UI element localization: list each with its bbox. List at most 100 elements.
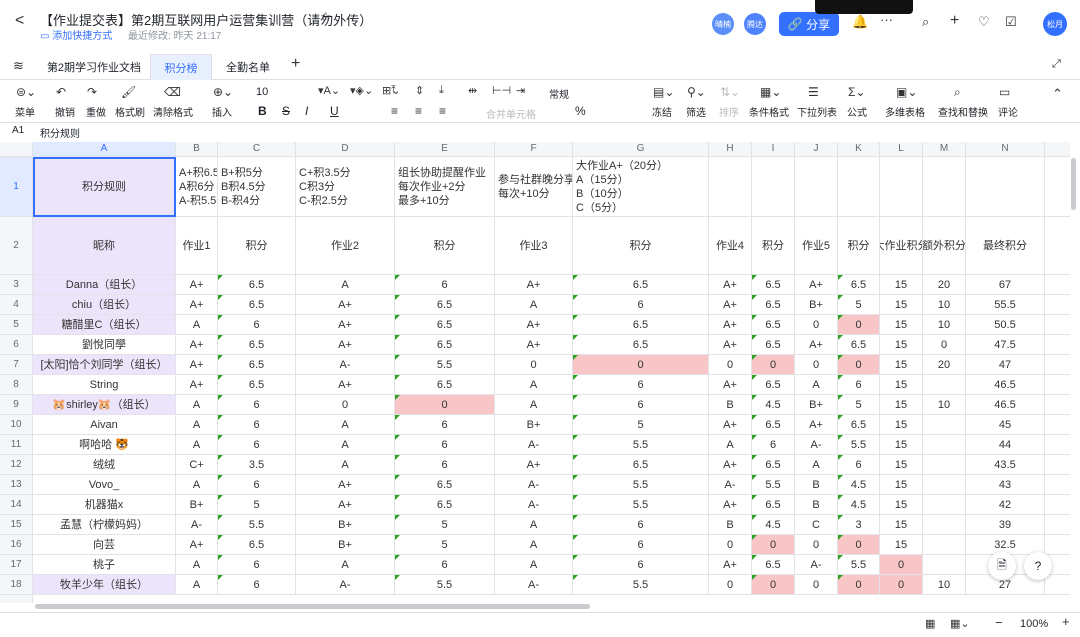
toolbar-icon[interactable]: ▾A⌄: [318, 85, 341, 97]
cell[interactable]: [1045, 435, 1070, 455]
cell[interactable]: 46.5: [966, 375, 1045, 395]
cell[interactable]: A: [176, 435, 218, 455]
cell[interactable]: A+: [495, 455, 573, 475]
cell[interactable]: 向芸: [33, 535, 176, 555]
cell[interactable]: A-: [495, 475, 573, 495]
toolbar-label[interactable]: 格式刷: [115, 108, 145, 119]
cell[interactable]: 作业3: [495, 217, 573, 275]
cell[interactable]: 5: [838, 295, 880, 315]
share-button[interactable]: 🔗 分享: [779, 12, 839, 36]
cell[interactable]: 参与社群晚分享 每次+10分: [495, 157, 573, 217]
cell[interactable]: 0: [752, 355, 795, 375]
format-button[interactable]: S: [282, 104, 291, 118]
cell[interactable]: 作业4: [709, 217, 752, 275]
cell[interactable]: [923, 535, 966, 555]
cell[interactable]: 大作业积分: [880, 217, 923, 275]
cell[interactable]: 6: [395, 435, 495, 455]
cell[interactable]: 47.5: [966, 335, 1045, 355]
cell[interactable]: [923, 375, 966, 395]
cell[interactable]: 劉悅同學: [33, 335, 176, 355]
toolbar-icon[interactable]: ⌫: [164, 85, 181, 99]
format-button[interactable]: U: [330, 104, 339, 118]
cell[interactable]: 大作业A+（20分） A（15分） B（10分） C（5分）: [573, 157, 709, 217]
cell[interactable]: A+: [709, 275, 752, 295]
cell[interactable]: 6.5: [752, 275, 795, 295]
cell[interactable]: 🐹shirley🐹（组长）: [33, 395, 176, 415]
toolbar-icon[interactable]: ▭: [999, 85, 1011, 99]
cell[interactable]: 5.5: [573, 575, 709, 595]
cell[interactable]: 6: [218, 315, 296, 335]
cell[interactable]: A+: [176, 355, 218, 375]
cell[interactable]: 6: [218, 555, 296, 575]
cell[interactable]: 67: [966, 275, 1045, 295]
cell[interactable]: 6.5: [752, 495, 795, 515]
cell[interactable]: 0: [495, 355, 573, 375]
back-button[interactable]: <: [15, 12, 25, 29]
cell[interactable]: 5.5: [573, 475, 709, 495]
cell[interactable]: 绒绒: [33, 455, 176, 475]
zoom-out[interactable]: −: [995, 615, 1003, 630]
cell[interactable]: [795, 157, 838, 217]
avatar[interactable]: 晴楠: [712, 13, 734, 35]
cell[interactable]: 5: [218, 495, 296, 515]
cell[interactable]: A: [495, 295, 573, 315]
cell[interactable]: A+: [495, 315, 573, 335]
cell[interactable]: 4.5: [752, 515, 795, 535]
cell[interactable]: 积分: [838, 217, 880, 275]
cell[interactable]: [1045, 275, 1070, 295]
cell[interactable]: 15: [880, 415, 923, 435]
cell[interactable]: 组长协助提醒作业 每次作业+2分 最多+10分: [395, 157, 495, 217]
cell[interactable]: 6.5: [395, 295, 495, 315]
help-button[interactable]: ?: [1024, 552, 1052, 580]
cell[interactable]: String: [33, 375, 176, 395]
cell[interactable]: 6.5: [395, 375, 495, 395]
cell[interactable]: A: [176, 415, 218, 435]
cell[interactable]: B+: [296, 515, 395, 535]
cell[interactable]: 10: [923, 295, 966, 315]
cell[interactable]: [923, 555, 966, 575]
cell[interactable]: 42: [966, 495, 1045, 515]
cell[interactable]: B+: [795, 295, 838, 315]
cell[interactable]: B: [795, 495, 838, 515]
toolbar-icon[interactable]: 🖌: [121, 85, 137, 99]
toolbar-icon[interactable]: ↷: [87, 85, 98, 99]
cell[interactable]: 3: [838, 515, 880, 535]
format-button[interactable]: I: [305, 104, 309, 118]
cell[interactable]: [1045, 475, 1070, 495]
cell[interactable]: [1045, 157, 1070, 217]
cell[interactable]: A+: [176, 335, 218, 355]
cell[interactable]: 6.5: [218, 375, 296, 395]
cell[interactable]: 桃子: [33, 555, 176, 575]
cell[interactable]: 4.5: [752, 395, 795, 415]
cell[interactable]: 6.5: [752, 295, 795, 315]
cell[interactable]: 5.5: [395, 575, 495, 595]
cell[interactable]: [1045, 495, 1070, 515]
cell[interactable]: 15: [880, 315, 923, 335]
cell[interactable]: A+: [795, 415, 838, 435]
toolbar-icon[interactable]: ⇹: [468, 85, 478, 97]
add[interactable]: +: [950, 12, 960, 29]
h-scrollbar[interactable]: [35, 604, 590, 609]
cell[interactable]: 20: [923, 355, 966, 375]
toolbar-icon[interactable]: ⊜⌄: [16, 85, 37, 99]
cell[interactable]: C+: [176, 455, 218, 475]
cell[interactable]: [752, 157, 795, 217]
cell[interactable]: 6.5: [573, 315, 709, 335]
cell[interactable]: B: [795, 475, 838, 495]
cell[interactable]: C+积3.5分 C积3分 C-积2.5分: [296, 157, 395, 217]
percent[interactable]: %: [575, 104, 586, 118]
user-avatar[interactable]: 松月: [1043, 12, 1067, 36]
cell[interactable]: [太阳]恰个刘同学（组长）: [33, 355, 176, 375]
cell[interactable]: 15: [880, 295, 923, 315]
cell[interactable]: A-: [495, 495, 573, 515]
cell[interactable]: A-: [495, 435, 573, 455]
cell[interactable]: A-: [709, 475, 752, 495]
cell[interactable]: 10: [923, 395, 966, 415]
cell[interactable]: A+: [176, 375, 218, 395]
cell[interactable]: 6: [752, 435, 795, 455]
grid-view[interactable]: ▦: [925, 618, 936, 630]
toolbar-icon[interactable]: ⊕⌄: [213, 85, 234, 99]
toolbar-icon[interactable]: ≡: [439, 104, 447, 118]
cell[interactable]: A+: [709, 335, 752, 355]
cell[interactable]: 55.5: [966, 295, 1045, 315]
